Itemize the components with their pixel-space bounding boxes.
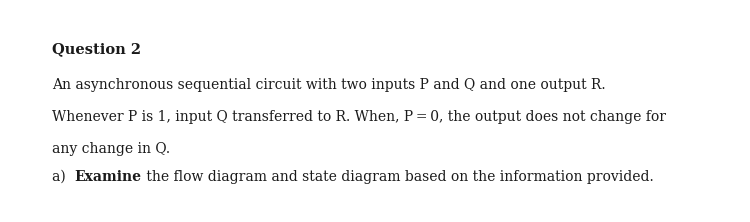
Text: the flow diagram and state diagram based on the information provided.: the flow diagram and state diagram based… xyxy=(142,170,653,184)
Text: Examine: Examine xyxy=(74,170,142,184)
Text: Whenever P is 1, input Q transferred to R. When, P = 0, the output does not chan: Whenever P is 1, input Q transferred to … xyxy=(52,110,666,124)
Text: An asynchronous sequential circuit with two inputs P and Q and one output R.: An asynchronous sequential circuit with … xyxy=(52,78,606,92)
Text: Question 2: Question 2 xyxy=(52,42,141,56)
Text: any change in Q.: any change in Q. xyxy=(52,142,170,156)
Text: a): a) xyxy=(52,170,74,184)
